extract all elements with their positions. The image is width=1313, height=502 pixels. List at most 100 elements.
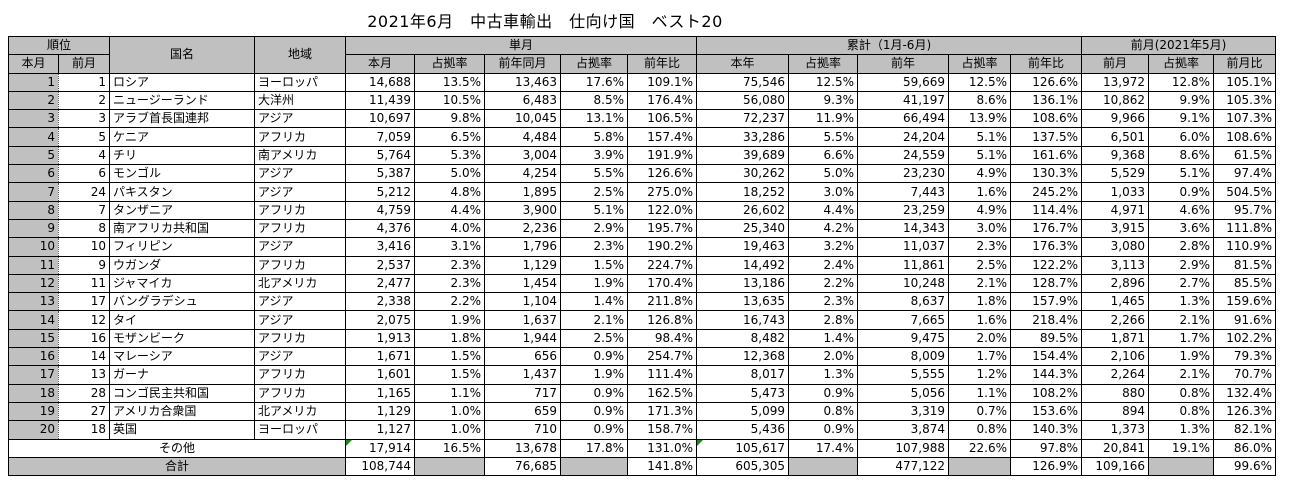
value-cell: 1.4% [560,292,628,312]
value-cell: 13,635 [696,292,789,312]
rank-header: 順位 [8,35,110,56]
prev-rank-cell: 7 [58,200,110,220]
prev-rank-cell: 8 [58,218,110,239]
value-cell: 26,602 [696,200,789,220]
value-cell: 2.9% [560,218,628,239]
value-cell: 605,305 [696,456,789,477]
value-cell: 30,262 [696,164,789,184]
value-cell: 9,966 [1081,109,1149,129]
region-cell: アフリカ [254,200,346,220]
value-cell: 136.1% [1010,90,1082,111]
prev-rank-cell: 27 [58,401,110,422]
value-cell: 130.3% [1010,164,1082,184]
value-cell: 2.5% [948,255,1011,275]
country-cell: ガーナ [109,365,255,385]
value-cell: 1,127 [345,420,415,440]
value-cell: 717 [484,383,561,403]
value-cell: 2.8% [788,310,858,330]
value-cell: 159.6% [1213,292,1276,312]
value-cell: 1.9% [1148,347,1214,367]
country-cell: タンザニア [109,200,255,220]
value-cell: 10,248 [857,273,949,294]
value-cell: 1.5% [560,255,628,275]
country-cell: チリ [109,145,255,166]
value-cell: 10,697 [345,109,415,129]
value-cell: 162.5% [627,383,697,403]
region-cell: 北アメリカ [254,401,346,422]
value-cell: 158.7% [627,420,697,440]
value-cell: 99.6% [1213,456,1276,477]
value-cell: 5.1% [948,145,1011,166]
value-cell: 2,896 [1081,273,1149,294]
rank-cell: 1 [8,72,59,92]
value-cell: 7,059 [345,127,415,147]
value-cell: 5.1% [948,127,1011,147]
value-cell: 3,915 [1081,218,1149,239]
rank-cell: 18 [8,383,59,403]
value-cell: 7,443 [857,182,949,202]
region-cell: アジア [254,310,346,330]
table-row: 2 2 ニュージーランド 大洋州 11,439 10.5% 6,483 8.5% 176.4% 5… [8,90,1276,111]
value-cell: 191.9% [627,145,697,166]
value-cell: 108.2% [1010,383,1082,403]
value-cell: 0.9% [560,347,628,367]
value-cell: 1,465 [1081,292,1149,312]
value-cell: 3,319 [857,401,949,422]
region-cell: アジア [254,292,346,312]
table-row: 16 14 マレーシア アジア 1,671 1.5% 656 0.9% 254.7% 12,368… [8,347,1276,367]
value-cell: 1.6% [948,310,1011,330]
prev-rank-cell: 2 [58,90,110,111]
value-cell: 95.7% [1213,200,1276,220]
rank-cell: 2 [8,90,59,111]
region-cell: ヨーロッパ [254,420,346,440]
region-cell: アジア [254,109,346,129]
value-cell: 140.3% [1010,420,1082,440]
value-cell: 16.5% [414,438,485,458]
value-cell: 13,186 [696,273,789,294]
value-cell: 2.0% [788,347,858,367]
value-cell: 5,056 [857,383,949,403]
value-cell: 2,264 [1081,365,1149,385]
rank-cell: 17 [8,365,59,385]
prev-rank-cell: 1 [58,72,110,92]
value-cell: 11,439 [345,90,415,111]
country-cell: アラブ首長国連邦 [109,109,255,129]
table-row: 18 28 コンゴ民主共和国 アフリカ 1,165 1.1% 717 0.9% 162.5% 5,… [8,383,1276,403]
region-cell: アフリカ [254,383,346,403]
value-cell: 13,463 [484,72,561,92]
value-cell: 6.0% [1148,127,1214,147]
table-row: 3 3 アラブ首長国連邦 アジア 10,697 9.8% 10,045 13.1% 106.5%… [8,109,1276,129]
value-cell: 1.1% [414,383,485,403]
table-row: 20 18 英国 ヨーロッパ 1,127 1.0% 710 0.9% 158.7% 5,436 0.… [8,420,1276,440]
value-cell: 5,212 [345,182,415,202]
value-cell: 12.5% [948,72,1011,92]
value-cell: 59,669 [857,72,949,92]
value-cell: 1,437 [484,365,561,385]
value-cell: 110.9% [1213,237,1276,257]
value-cell: 12.5% [788,72,858,92]
value-cell: 8.6% [1148,145,1214,166]
value-cell: 2.8% [1148,237,1214,257]
value-cell: 111.8% [1213,218,1276,239]
value-cell: 195.7% [627,218,697,239]
table-row: 1 1 ロシア ヨーロッパ 14,688 13.5% 13,463 17.6% 109.1% 75… [8,72,1276,92]
value-cell: 1.7% [1148,328,1214,349]
value-cell: 19,463 [696,237,789,257]
value-cell: 1.6% [948,182,1011,202]
value-cell: 6,501 [1081,127,1149,147]
value-cell: 111.4% [627,365,697,385]
value-cell: 17,914 [345,438,415,458]
value-cell: 137.5% [1010,127,1082,147]
value-cell: 126.6% [1010,72,1082,92]
prev-rank-cell: 14 [58,347,110,367]
value-cell: 5.3% [414,145,485,166]
value-cell: 2,106 [1081,347,1149,367]
region-cell: 南アメリカ [254,145,346,166]
prev-rank-cell: 9 [58,255,110,275]
value-cell: 76,685 [484,456,561,477]
country-cell: アメリカ合衆国 [109,401,255,422]
sub-header: 占拠率 [560,54,628,74]
value-cell: 3.9% [560,145,628,166]
value-cell: 710 [484,420,561,440]
prev-rank-cell: 24 [58,182,110,202]
